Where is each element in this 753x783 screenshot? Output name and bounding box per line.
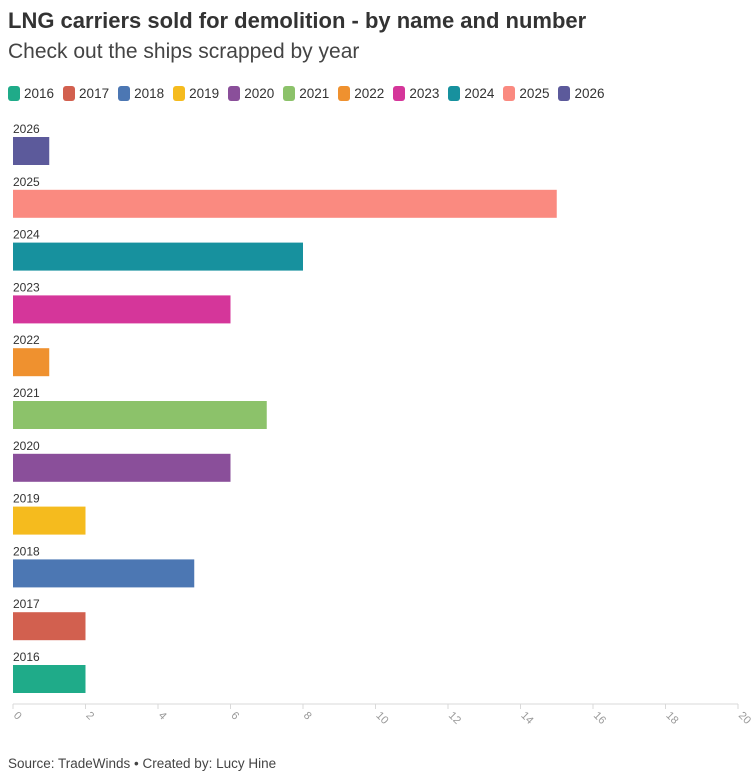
legend-label: 2026 (574, 86, 605, 101)
bar-2025 (13, 189, 557, 218)
legend-swatch (448, 86, 461, 101)
legend-label: 2023 (409, 86, 440, 101)
bar-label-2023: 2023 (13, 280, 40, 294)
bar-label-2016: 2016 (13, 650, 40, 664)
x-tick-label-4: 4 (156, 710, 169, 723)
bar-label-2024: 2024 (13, 228, 40, 242)
chart-title: LNG carriers sold for demolition - by na… (8, 8, 587, 33)
bar-2024 (13, 242, 303, 271)
legend-swatch (393, 86, 406, 101)
legend-item-2024[interactable]: 2024 (448, 86, 494, 101)
legend-label: 2021 (299, 86, 330, 101)
x-tick-label-2: 2 (83, 710, 96, 723)
legend-label: 2025 (519, 86, 550, 101)
bar-label-2018: 2018 (13, 544, 40, 558)
x-tick-label-16: 16 (591, 710, 608, 727)
legend-label: 2020 (244, 86, 275, 101)
legend-item-2026[interactable]: 2026 (558, 86, 605, 101)
bar-2017 (13, 612, 86, 641)
bar-chart: 2026202520242023202220212020201920182017… (11, 122, 753, 727)
bar-2022 (13, 348, 50, 377)
legend-item-2023[interactable]: 2023 (393, 86, 439, 101)
bar-label-2017: 2017 (13, 597, 40, 611)
bar-2020 (13, 453, 231, 482)
legend-label: 2022 (354, 86, 385, 101)
x-tick-label-8: 8 (301, 710, 314, 723)
legend-swatch (8, 86, 20, 101)
legend-item-2022[interactable]: 2022 (338, 86, 384, 101)
legend-item-2018[interactable]: 2018 (118, 86, 164, 101)
x-tick-label-14: 14 (518, 710, 535, 727)
legend-label: 2018 (134, 86, 165, 101)
legend-swatch (338, 86, 351, 101)
x-tick-label-10: 10 (373, 710, 390, 727)
chart-legend: 2016 2017 2018 2019 2020 2021 2022 2023 2024 2025… (8, 86, 614, 101)
x-tick-label-12: 12 (446, 710, 463, 727)
source-credit: Source: TradeWinds • Created by: Lucy Hi… (8, 756, 277, 771)
bar-label-2025: 2025 (13, 175, 40, 189)
x-tick-label-0: 0 (11, 710, 24, 723)
legend-swatch (118, 86, 131, 101)
legend-label: 2017 (79, 86, 110, 101)
x-tick-label-6: 6 (228, 710, 241, 723)
x-tick-label-20: 20 (736, 710, 753, 727)
bar-2016 (13, 665, 86, 693)
legend-swatch (63, 86, 76, 101)
legend-swatch (558, 86, 571, 101)
legend-swatch (503, 86, 516, 101)
legend-label: 2019 (189, 86, 220, 101)
bar-label-2022: 2022 (13, 333, 40, 347)
x-tick-label-18: 18 (663, 710, 680, 727)
bar-label-2020: 2020 (13, 439, 40, 453)
legend-swatch (173, 86, 186, 101)
legend-item-2025[interactable]: 2025 (503, 86, 549, 101)
bar-label-2026: 2026 (13, 122, 40, 136)
bar-2018 (13, 559, 195, 588)
legend-item-2016[interactable]: 2016 (8, 86, 54, 101)
legend-item-2019[interactable]: 2019 (173, 86, 219, 101)
legend-item-2021[interactable]: 2021 (283, 86, 329, 101)
chart-subtitle: Check out the ships scrapped by year (8, 40, 360, 63)
legend-item-2017[interactable]: 2017 (63, 86, 109, 101)
bar-2023 (13, 295, 231, 324)
bar-2021 (13, 401, 267, 429)
bar-label-2019: 2019 (13, 492, 40, 506)
legend-swatch (283, 86, 296, 101)
bar-2026 (13, 137, 50, 165)
legend-item-2020[interactable]: 2020 (228, 86, 274, 101)
legend-swatch (228, 86, 241, 101)
bar-label-2021: 2021 (13, 386, 40, 400)
bar-2019 (13, 506, 86, 535)
legend-label: 2016 (24, 86, 55, 101)
legend-label: 2024 (464, 86, 495, 101)
